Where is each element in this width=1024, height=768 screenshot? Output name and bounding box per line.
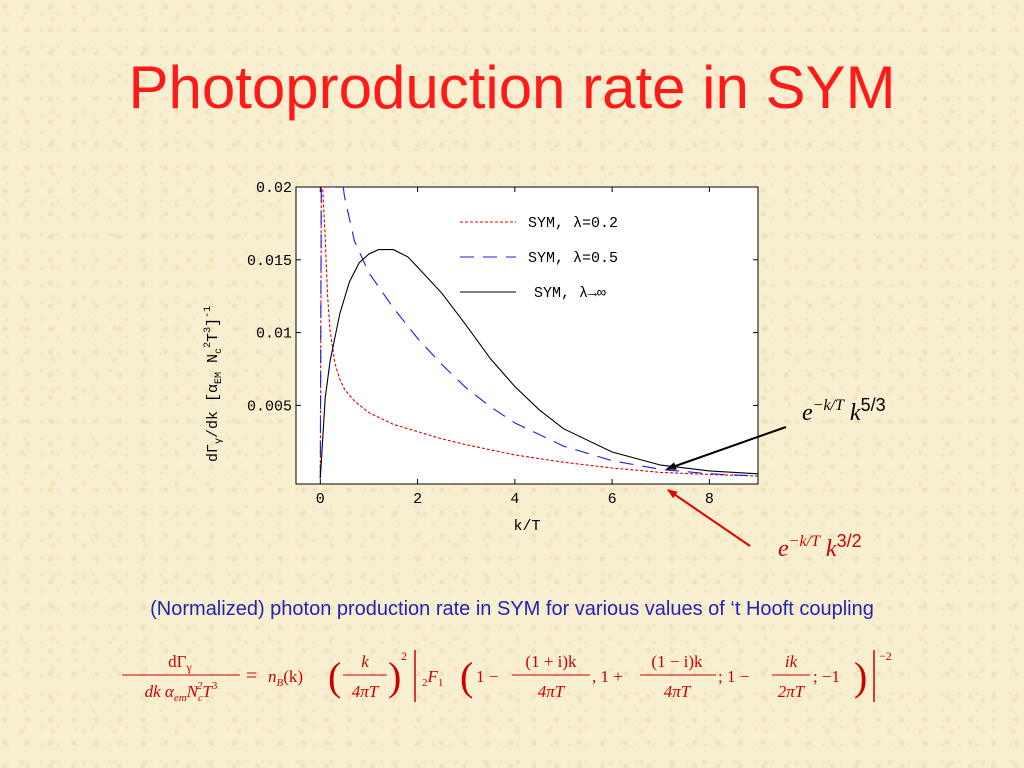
y-tick-label: 0.005 [247, 398, 292, 415]
caption: (Normalized) photon production rate in S… [150, 598, 874, 620]
formula-eq: = [246, 665, 257, 687]
formula-part: dΓ [168, 652, 187, 671]
plot-area [295, 186, 759, 485]
formula-frac1-num: k [361, 652, 369, 671]
formula-sub: 1 [438, 677, 444, 689]
formula-sub: B [277, 677, 284, 689]
x-tick-label: 8 [705, 491, 714, 508]
formula-sub: 2 [422, 677, 428, 689]
formula-f4-num: ik [785, 652, 798, 671]
formula-part: T [202, 682, 213, 701]
formula-frac1-den: 4πT [352, 682, 380, 701]
annotation-upper-var: k [850, 400, 861, 426]
annotation-upper-base: e [802, 400, 813, 426]
y-label-sup: 3 [203, 327, 214, 333]
annotation-lower: e−k/T k3/2 [778, 531, 862, 562]
y-label-part: T [205, 333, 222, 342]
y-label-part: dΓ [205, 444, 222, 462]
formula-paren-open: ( [460, 654, 473, 699]
annotation-arrow-red [667, 489, 751, 547]
formula-t4: ; −1 [813, 667, 840, 686]
y-tick-label: 0.015 [247, 253, 292, 270]
formula-sub: γ [186, 660, 193, 674]
formula-f3-den: 4πT [664, 682, 692, 701]
formula: dΓγ dk αemNc2T3 = nB(k) ( k 4πT ) 2 2F1 … [122, 649, 892, 704]
annotation-lower-var: k [826, 536, 837, 562]
y-label-part: /dk [α [205, 384, 222, 438]
series-line-2 [319, 249, 758, 479]
slide-title: Photoproduction rate in SYM [128, 54, 896, 121]
formula-t3: ; 1 − [718, 667, 749, 686]
y-label-sup: 2 [203, 342, 214, 348]
formula-part: F [427, 667, 439, 686]
formula-pow2: 2 [401, 649, 407, 663]
annotation-upper-exp: −k/T [813, 397, 845, 414]
annotation-lower-base: e [778, 536, 789, 562]
legend-label-0: SYM, λ=0.2 [528, 215, 618, 232]
tick-layer: 0 2 4 6 8 0.005 0.01 0.015 0.02 [247, 180, 758, 508]
y-tick-label: 0.01 [256, 326, 292, 343]
formula-sup: 2 [197, 680, 203, 692]
series-line-0 [319, 187, 758, 479]
legend: SYM, λ=0.2 SYM, λ=0.5 SYM, λ→∞ [460, 215, 618, 302]
y-label-part: N [205, 354, 222, 372]
formula-sub: c [198, 692, 203, 704]
formula-part: (k) [283, 667, 303, 686]
annotation-arrow-black [666, 426, 787, 470]
formula-f4-den: 2πT [778, 682, 806, 701]
y-axis-label: dΓγ/dk [αEM Nc2T3]-1 [203, 306, 225, 462]
annotation-upper: e−k/T k5/3 [802, 395, 886, 426]
formula-f2-num: (1 + i)k [525, 652, 577, 671]
legend-label-1: SYM, λ=0.5 [528, 250, 618, 267]
x-tick-label: 0 [316, 491, 325, 508]
formula-paren-open: ( [328, 654, 341, 699]
formula-paren-close: ) [388, 654, 401, 699]
formula-t1: 1 − [476, 667, 498, 686]
annotation-lower-exp: −k/T [789, 533, 821, 550]
y-label-part: ] [205, 318, 222, 327]
y-label-sup: -1 [203, 306, 214, 318]
formula-f2-den: 4πT [538, 682, 566, 701]
legend-label-2: SYM, λ→∞ [534, 285, 606, 302]
formula-sup: 3 [212, 680, 218, 692]
formula-part: n [268, 667, 277, 686]
series-layer [319, 187, 758, 479]
annotation-lower-power: 3/2 [837, 531, 862, 551]
x-tick-label: 2 [413, 491, 422, 508]
formula-lhs-num: dΓγ [168, 652, 192, 674]
formula-part: N [186, 682, 200, 701]
x-tick-label: 4 [510, 491, 519, 508]
y-label-sub: EM [214, 372, 225, 384]
formula-sub: em [174, 692, 187, 704]
y-tick-label: 0.02 [256, 180, 292, 197]
x-axis-label: k/T [513, 518, 540, 535]
formula-part: dk α [145, 682, 175, 701]
series-line-1 [319, 187, 758, 479]
formula-powm2: −2 [879, 649, 892, 663]
formula-t2: , 1 + [592, 667, 623, 686]
annotation-upper-power: 5/3 [861, 395, 886, 415]
formula-paren-close: ) [854, 654, 867, 699]
formula-hyp: 2F1 [422, 667, 443, 689]
y-label-sub: c [214, 348, 225, 354]
y-label-sub: γ [214, 438, 225, 444]
formula-f3-num: (1 − i)k [651, 652, 703, 671]
formula-lhs-den: dk αemNc2T3 [145, 680, 218, 704]
x-tick-label: 6 [608, 491, 617, 508]
formula-nb: nB(k) [268, 667, 303, 689]
